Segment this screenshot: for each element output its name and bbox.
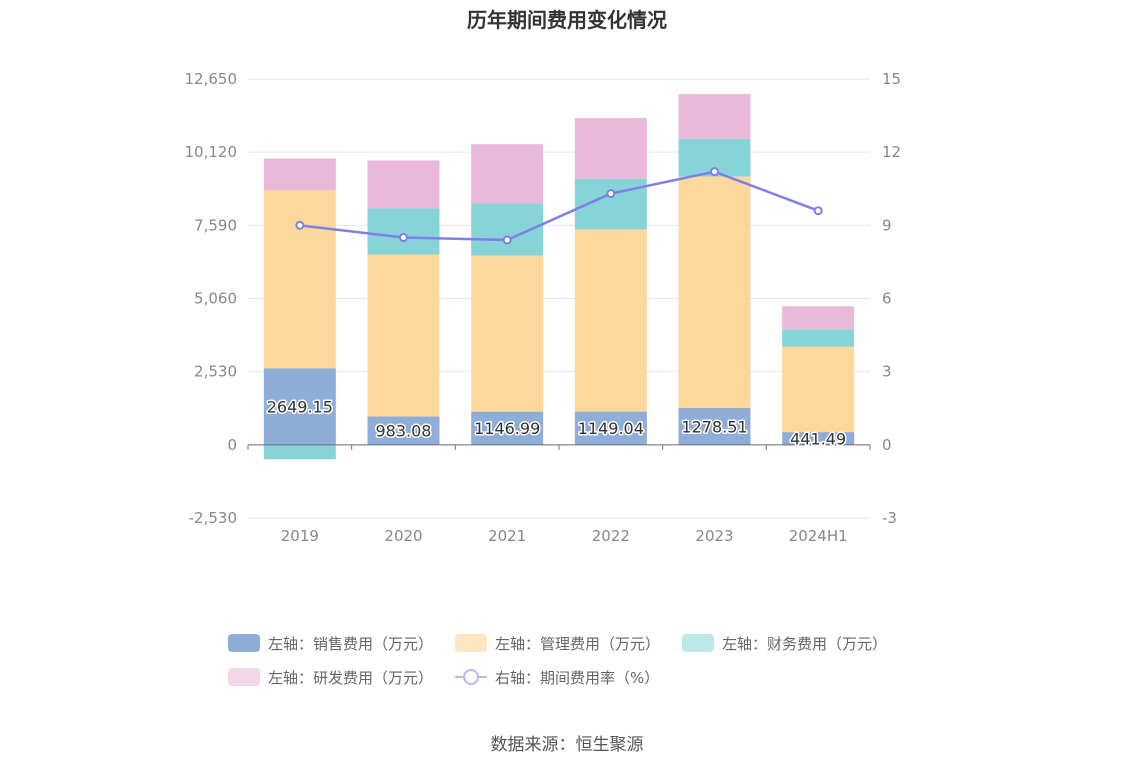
y-left-tick-label: 2,530: [194, 363, 237, 381]
bar-rd: [263, 158, 336, 191]
bar-rd: [678, 94, 751, 139]
bar-admin: [263, 190, 336, 369]
bar-sales: [782, 432, 855, 445]
y-right-tick-label: 15: [882, 70, 901, 88]
data-label-sales: 2649.15: [267, 398, 333, 417]
legend-swatch-sales: [228, 634, 260, 652]
y-left-tick-label: -2,530: [189, 509, 237, 527]
legend-swatch-admin: [455, 634, 488, 652]
x-tick-label: 2023: [695, 527, 733, 545]
legend-swatch-finance: [682, 634, 715, 652]
bar-finance: [782, 329, 855, 347]
legend-swatch-rate: [455, 668, 488, 686]
y-right-tick-label: 0: [882, 436, 892, 454]
data-source: 数据来源：恒生聚源: [490, 735, 644, 755]
bar-admin: [782, 346, 855, 433]
legend-item-rate[interactable]: 右轴：期间费用率（%）: [455, 667, 659, 688]
legend: 左轴：销售费用（万元） 左轴：管理费用（万元） 左轴：财务费用（万元） 左轴：研…: [228, 630, 928, 698]
data-label-sales: 1146.99: [474, 419, 540, 438]
legend-label-finance: 左轴：财务费用（万元）: [722, 634, 888, 653]
line-rate: [299, 170, 819, 242]
legend-swatch-rd: [228, 668, 260, 686]
bar-admin: [367, 254, 440, 417]
bar-admin: [678, 176, 751, 408]
bar-finance: [367, 208, 440, 255]
x-tick-label: 2021: [488, 527, 526, 545]
x-tick-label: 2019: [281, 527, 319, 545]
legend-label-rd: 左轴：研发费用（万元）: [268, 668, 434, 687]
data-label-sales: 983.08: [376, 422, 432, 441]
legend-item-rd[interactable]: 左轴：研发费用（万元）: [228, 667, 433, 688]
bar-admin: [574, 229, 647, 412]
y-left-tick-label: 12,650: [185, 70, 238, 88]
y-right-tick-label: 12: [882, 143, 901, 161]
bar-admin: [471, 255, 544, 412]
bar-sales: [263, 368, 336, 445]
bar-sales: [574, 411, 647, 445]
x-tick-label: 2022: [592, 527, 630, 545]
point-rate: [295, 220, 305, 230]
bar-sales: [678, 407, 751, 445]
legend-label-sales: 左轴：销售费用（万元）: [268, 634, 434, 653]
point-rate: [606, 189, 616, 199]
y-right-tick-label: 9: [882, 216, 892, 234]
x-tick-label: 2020: [384, 527, 422, 545]
bar-sales: [367, 416, 440, 445]
data-label-sales: 441.49: [790, 429, 846, 448]
data-label-sales: 1149.04: [578, 419, 644, 438]
y-left-tick-label: 7,590: [194, 216, 237, 234]
y-left-tick-label: 5,060: [194, 290, 237, 308]
point-rate: [710, 167, 719, 177]
x-tick-label: 2024H1: [789, 527, 848, 545]
point-rate: [813, 206, 823, 216]
legend-item-admin[interactable]: 左轴：管理费用（万元）: [455, 633, 660, 654]
y-left-tick-label: 10,120: [185, 143, 238, 161]
point-rate: [502, 235, 512, 245]
legend-label-admin: 左轴：管理费用（万元）: [495, 634, 661, 653]
legend-item-sales[interactable]: 左轴：销售费用（万元）: [228, 633, 433, 654]
chart-title: 历年期间费用变化情况: [467, 8, 667, 32]
point-rate: [399, 233, 408, 243]
y-right-tick-label: 6: [882, 290, 892, 308]
data-label-sales: 1278.51: [681, 417, 747, 436]
y-left-tick-label: 0: [227, 436, 237, 454]
bar-finance: [263, 444, 336, 460]
bar-rd: [574, 118, 647, 179]
legend-label-rate: 右轴：期间费用率（%）: [495, 668, 660, 687]
legend-item-finance[interactable]: 左轴：财务费用（万元）: [682, 633, 887, 654]
bar-rd: [782, 306, 855, 330]
y-right-tick-label: 3: [882, 363, 892, 381]
bar-rd: [471, 144, 544, 204]
bar-sales: [471, 411, 544, 445]
bar-rd: [367, 160, 440, 209]
y-right-tick-label: -3: [882, 509, 897, 527]
